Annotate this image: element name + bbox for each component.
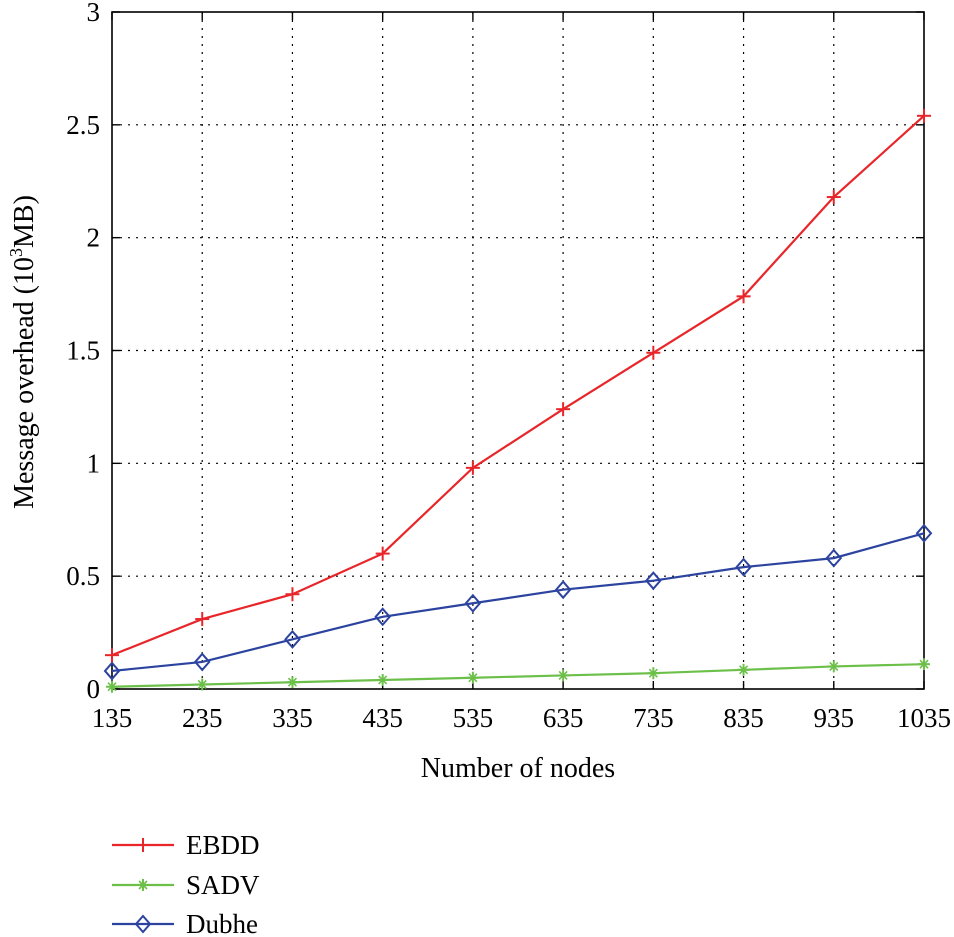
series-line [111,663,925,688]
legend: EBDD SADV Dubhe [112,830,260,937]
x-tick-label: 535 [453,703,494,733]
y-tick-label: 0.5 [66,561,100,591]
legend-label: SADV [186,870,260,900]
plus-marker [826,190,841,205]
star-marker [647,667,660,680]
y-tick-label: 2.5 [66,110,100,140]
x-tick-labels: 135 235 335 435 535 635 735 835 935 1035 [92,703,951,733]
x-tick-label: 235 [182,703,223,733]
star-marker [286,676,299,689]
y-tick-label: 1.5 [66,336,100,366]
plus-marker [556,402,571,417]
plus-marker [736,289,751,304]
y-axis-label: Message overhead (103MB) [6,195,40,509]
series-sadv [106,658,930,693]
plus-marker [917,108,931,123]
star-marker [557,669,570,682]
plus-marker [136,838,150,852]
y-tick-labels: 0 0.5 1 1.5 2 2.5 3 [66,0,100,704]
star-marker [737,663,750,676]
diamond-marker [464,593,482,613]
y-axis-label-unit: MB) [9,195,40,248]
y-tick-label: 0 [87,674,101,704]
diamond-marker [134,914,152,934]
star-marker [827,660,840,673]
diamond-marker [374,607,391,627]
diamond-marker [825,548,843,568]
y-axis-label-main: Message overhead (10 [9,257,40,509]
x-tick-label: 435 [362,703,403,733]
series-ebdd [105,108,931,663]
diamond-marker [554,580,572,600]
series-dubhe [103,523,933,681]
legend-item-dubhe: Dubhe [112,909,258,937]
x-tick-label: 1035 [897,703,951,733]
star-marker [376,673,389,686]
y-axis-label-superscript: 3 [6,248,26,257]
plus-marker [646,345,661,360]
y-tick-label: 2 [87,223,101,253]
plus-marker [195,612,210,627]
x-tick-label: 735 [633,703,674,733]
star-marker [137,879,149,891]
diamond-marker [103,661,121,681]
x-tick-label: 835 [723,703,764,733]
diamond-marker [193,652,211,672]
plus-marker [105,648,119,663]
star-marker [466,671,479,684]
x-axis-label: Number of nodes [421,753,615,784]
x-tick-label: 635 [543,703,584,733]
series-lines [103,108,933,693]
legend-label: Dubhe [186,909,258,937]
star-marker [918,658,930,671]
axis-ticks [111,11,925,690]
legend-label: EBDD [186,830,260,860]
x-tick-label: 335 [272,703,313,733]
legend-item-sadv: SADV [112,870,260,900]
x-tick-label: 935 [814,703,855,733]
star-marker [106,680,118,693]
plus-marker [285,587,300,602]
x-tick-label: 135 [92,703,133,733]
legend-item-ebdd: EBDD [112,830,260,860]
diamond-marker [735,557,752,577]
plus-marker [465,460,480,475]
diamond-marker [284,629,301,649]
series-line [111,114,925,657]
y-tick-label: 1 [87,448,101,478]
diamond-marker [645,571,662,591]
diamond-marker [915,523,933,543]
grid-lines [112,12,924,689]
series-line [111,532,925,673]
y-tick-label: 3 [87,0,101,27]
plus-marker [375,546,390,561]
star-marker [196,678,209,691]
